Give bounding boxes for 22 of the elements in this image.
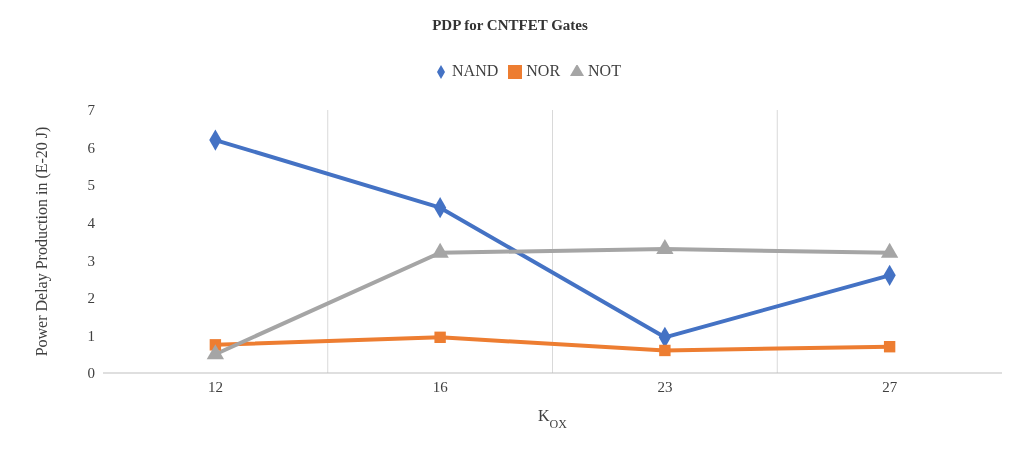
legend-label: NOR (526, 62, 561, 79)
x-axis-title: K$_{OX}$ (538, 407, 568, 431)
legend-label: NOT (588, 62, 621, 79)
x-tick-label: 27 (882, 378, 898, 395)
x-tick-label: 16 (432, 378, 449, 395)
y-tick-label: 6 (87, 139, 96, 156)
y-tick-label: 3 (87, 252, 95, 269)
x-tick-label: 12 (207, 378, 223, 395)
point (883, 341, 896, 353)
y-tick-label: 7 (87, 102, 96, 119)
chart-title: PDP for CNTFET Gates (431, 16, 589, 35)
y-tick-label: 1 (87, 327, 95, 344)
x-tick-label: 23 (657, 378, 673, 395)
point (656, 239, 674, 255)
y-axis-title: Power Delay Production in (E-20 J) (32, 126, 51, 357)
point (659, 344, 671, 357)
y-tick-label: 4 (87, 215, 96, 232)
y-tick-label: 5 (87, 177, 95, 194)
y-tick-label: 0 (87, 365, 95, 382)
legend-label: NAND (452, 62, 499, 79)
y-tick-label: 2 (87, 290, 95, 307)
point (434, 331, 446, 344)
